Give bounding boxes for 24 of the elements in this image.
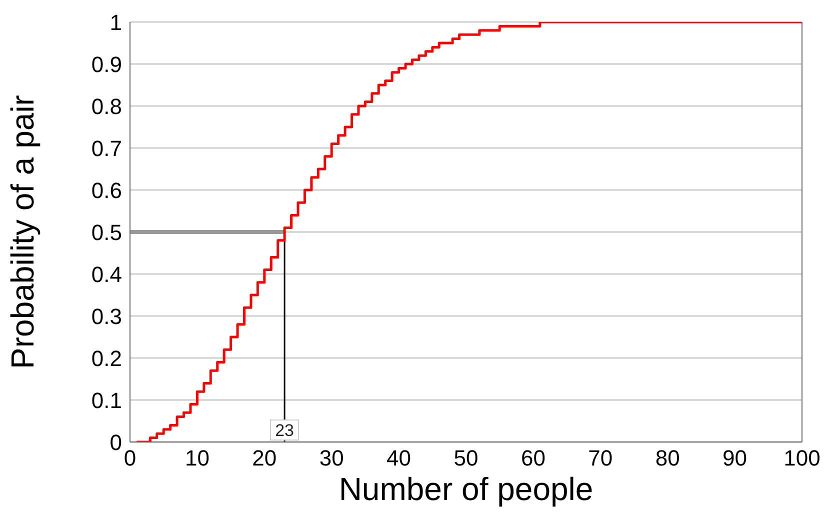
y-tick-label: 0.1 <box>91 388 122 413</box>
x-tick-label: 60 <box>520 446 546 471</box>
x-tick-label: 40 <box>386 446 412 471</box>
x-tick-label: 90 <box>722 446 748 471</box>
y-tick-label: 0.4 <box>91 262 122 287</box>
y-tick-label: 0.8 <box>91 94 122 119</box>
x-tick-label: 70 <box>588 446 613 471</box>
x-tick-label: 80 <box>655 446 680 471</box>
y-tick-label: 0.2 <box>91 346 122 371</box>
x-tick-label: 30 <box>319 446 344 471</box>
y-tick-label: 0.6 <box>91 178 122 203</box>
y-tick-label: 0.3 <box>91 304 122 329</box>
y-tick-label: 0.9 <box>91 52 122 77</box>
y-axis-title: Probability of a pair <box>4 94 40 369</box>
y-tick-label: 0.5 <box>91 220 122 245</box>
x-tick-label: 10 <box>184 446 210 471</box>
y-tick-label: 0.7 <box>91 136 122 161</box>
x-tick-label: 100 <box>784 446 820 471</box>
y-tick-label: 0 <box>110 430 122 455</box>
x-tick-label: 20 <box>252 446 277 471</box>
x-axis-title: Number of people <box>338 471 594 507</box>
ref-line-label: 23 <box>275 421 294 440</box>
y-tick-label: 1 <box>110 10 122 35</box>
x-tick-label: 50 <box>454 446 478 471</box>
